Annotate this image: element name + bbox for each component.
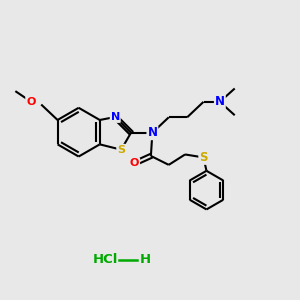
Text: N: N — [111, 112, 120, 122]
Text: H: H — [140, 254, 151, 266]
Text: O: O — [26, 97, 35, 106]
Text: N: N — [215, 95, 225, 108]
Text: HCl: HCl — [93, 254, 118, 266]
Text: O: O — [130, 158, 139, 168]
Text: N: N — [147, 126, 158, 139]
Text: S: S — [117, 145, 125, 155]
Text: S: S — [199, 151, 208, 164]
